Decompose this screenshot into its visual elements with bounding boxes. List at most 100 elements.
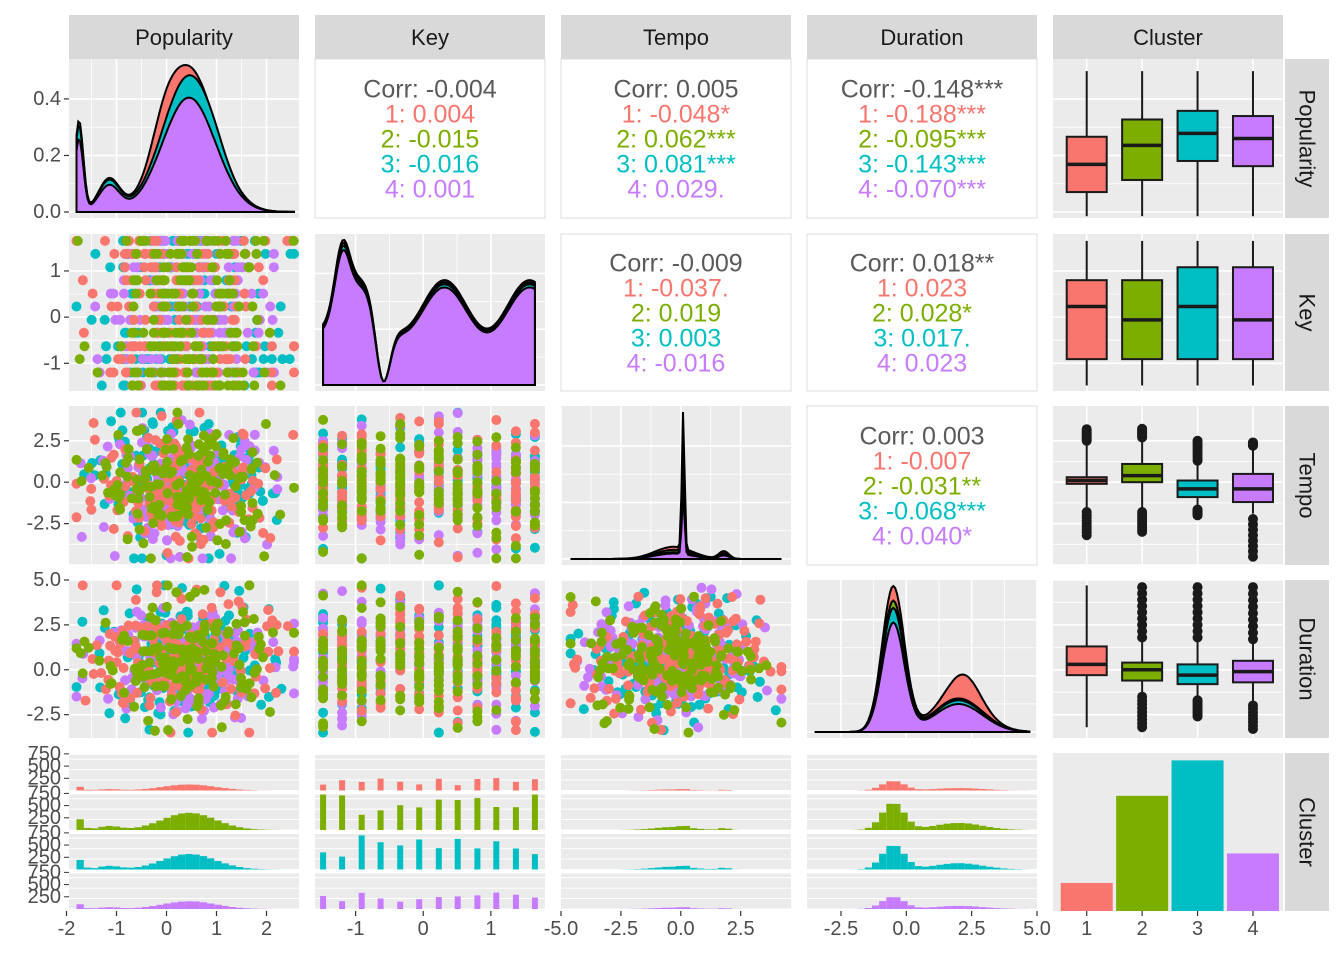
scatter-point (678, 659, 689, 670)
hist-bar-cluster-3 (993, 867, 1001, 870)
scatter-point (318, 546, 329, 557)
scatter-point (268, 627, 278, 638)
scatter-point (105, 640, 116, 651)
scatter-point (167, 354, 178, 365)
scatter-point (433, 613, 444, 624)
hist-bar-cluster-2 (654, 827, 662, 830)
hist-bar-cluster-3 (725, 868, 733, 870)
scatter-point (131, 248, 142, 259)
scatter-point (529, 471, 540, 482)
scatter-point (71, 643, 82, 654)
scatter-point (414, 696, 425, 707)
hist-bar-cluster-4 (690, 908, 698, 909)
scatter-point (395, 468, 406, 479)
scatter-point (211, 429, 222, 439)
scatter-point (137, 553, 147, 564)
hist-bar-cluster-4 (236, 907, 244, 909)
scatter-point (248, 367, 259, 378)
scatter-point (214, 380, 224, 391)
hist-bar-cluster-2 (950, 823, 958, 830)
scatter-point (193, 653, 204, 664)
hist-bar-cluster-1 (339, 780, 346, 791)
corr-cluster-4: 4: -0.016 (627, 350, 726, 378)
scatter-point (472, 436, 483, 447)
hist-bar-cluster-3 (647, 868, 655, 870)
hist-bar-cluster-4 (120, 908, 128, 909)
scatter-point (677, 641, 688, 652)
scatter-point (510, 521, 521, 531)
scatter-point (147, 602, 158, 613)
scatter-point (230, 699, 241, 710)
scatter-point (175, 275, 186, 286)
scatter-point (220, 235, 231, 246)
scatter-point (725, 680, 736, 691)
scatter-point (662, 699, 673, 710)
scatter-point (220, 692, 231, 702)
scatter-point (248, 341, 259, 352)
scatter-point (223, 627, 234, 638)
scatter-point (122, 534, 133, 545)
scatter-point (230, 367, 241, 378)
scatter-point (452, 686, 463, 697)
scatter-point (121, 235, 132, 246)
hist-bar-cluster-3 (243, 868, 251, 870)
hist-bar-cluster-3 (377, 842, 384, 870)
scatter-point (225, 354, 236, 365)
scatter-point (395, 536, 406, 547)
scatter-point (258, 235, 269, 246)
scatter-point (104, 708, 115, 719)
scatter-point (106, 416, 117, 427)
corr-overall: Corr: -0.009 (609, 250, 742, 278)
scatter-point (146, 367, 157, 378)
scatter-point (720, 689, 731, 700)
scatter-point (675, 594, 686, 605)
scatter-point (86, 314, 97, 325)
scatter-point (258, 275, 269, 286)
scatter-point (715, 651, 726, 662)
hist-bar-cluster-4 (199, 902, 208, 909)
scatter-point (97, 470, 108, 481)
corr-cluster-4: 4: 0.029. (627, 176, 724, 204)
hist-bar-cluster-2 (98, 826, 106, 830)
box-cluster-1 (1065, 645, 1108, 677)
facet-bg (561, 834, 791, 870)
scatter-point (337, 664, 348, 675)
hist-bar-cluster-1 (474, 779, 481, 791)
hist-bar-cluster-2 (358, 814, 365, 830)
hist-bar-cluster-2 (199, 815, 208, 830)
scatter-point (231, 618, 242, 629)
scatter-point (318, 590, 329, 601)
hist-bar-cluster-4 (91, 908, 99, 909)
facet-bg (315, 755, 545, 791)
facet-bg (561, 873, 791, 909)
hist-bar-cluster-2 (236, 827, 244, 830)
scatter-point (112, 301, 123, 312)
hist-bar-cluster-4 (647, 908, 655, 909)
hist-bar-cluster-2 (163, 817, 171, 830)
hist-bar-cluster-1 (512, 781, 519, 791)
scatter-point (611, 639, 622, 650)
scatter-point (762, 685, 772, 696)
hist-bar-cluster-3 (163, 858, 171, 870)
scatter-point (395, 705, 406, 716)
hist-bar-cluster-1 (228, 788, 237, 791)
scatter-point (318, 707, 329, 718)
scatter-point (275, 509, 286, 520)
hist-bar-cluster-3 (872, 862, 880, 870)
scatter-point (610, 693, 621, 704)
scatter-point (184, 275, 195, 286)
scatter-point (414, 440, 425, 451)
scatter-point (375, 502, 386, 513)
scatter-point (204, 327, 215, 338)
box-outlier (1137, 423, 1148, 434)
scatter-point (201, 367, 212, 378)
scatter-point (162, 535, 172, 546)
scatter-point (337, 677, 348, 688)
scatter-point (208, 354, 219, 365)
scatter-point (452, 705, 463, 716)
scatter-point (414, 416, 425, 427)
scatter-point (154, 479, 165, 490)
scatter-point (182, 502, 193, 513)
hist-bar-cluster-3 (149, 863, 157, 870)
hist-bar-cluster-2 (474, 798, 481, 830)
